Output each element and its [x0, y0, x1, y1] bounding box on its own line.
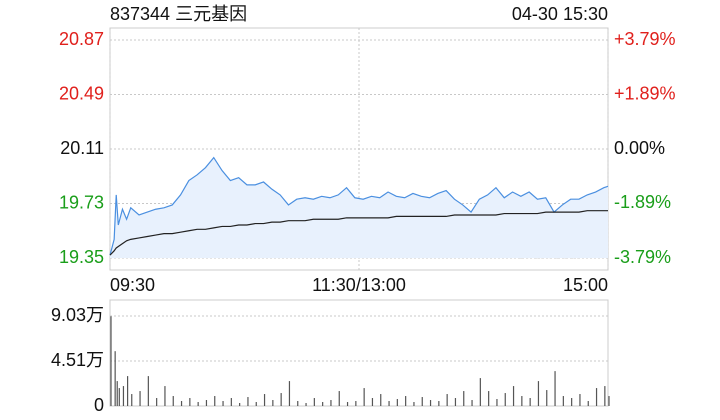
y-tick-label: 19.73: [59, 192, 104, 212]
y2-tick-label: +1.89%: [614, 83, 676, 103]
volume-bar: [280, 393, 282, 406]
x-tick-label: 11:30/13:00: [312, 275, 406, 295]
price-line: [109, 210, 608, 256]
volume-bar: [205, 400, 208, 406]
volume-bar: [496, 399, 498, 406]
volume-bar: [512, 386, 515, 406]
volume-bar: [537, 381, 540, 406]
volume-bar: [139, 391, 141, 406]
volume-bar: [116, 381, 118, 406]
volume-frame: [109, 299, 609, 407]
volume-bar: [122, 386, 125, 406]
volume-bar: [197, 402, 199, 406]
y2-tick-label: -3.79%: [614, 247, 671, 267]
volume-bar: [388, 401, 390, 406]
volume-bar: [546, 390, 548, 406]
volume-bar: [239, 403, 241, 406]
volume-bar: [330, 400, 332, 406]
volume-bar: [338, 391, 340, 406]
volume-bar: [529, 398, 531, 406]
y2-tick-label: -1.89%: [614, 192, 671, 212]
volume-bar: [587, 401, 589, 406]
volume-bar: [571, 398, 573, 406]
volume-bar: [488, 391, 490, 406]
y-tick-label: 20.11: [60, 138, 104, 158]
volume-bar: [421, 397, 423, 406]
volume-bar: [110, 316, 112, 406]
volume-bar: [554, 371, 556, 406]
volume-bar: [214, 396, 216, 406]
volume-bar: [363, 388, 365, 406]
volume-bar: [305, 403, 307, 406]
volume-bar: [222, 401, 224, 406]
volume-bar: [172, 396, 174, 406]
volume-bar: [156, 398, 158, 406]
volume-bar: [230, 398, 232, 406]
volume-bar: [346, 402, 349, 406]
volume-bar: [446, 394, 448, 406]
volume-bar: [371, 398, 374, 406]
volume-bar: [288, 381, 291, 406]
volume-bar: [127, 376, 129, 406]
volume-bar: [255, 402, 257, 406]
price-line: [109, 156, 609, 256]
volume-bar: [463, 391, 465, 406]
x-tick-label: 09:30: [110, 275, 155, 295]
chart-time: 04-30 15:30: [512, 4, 608, 24]
volume-bar: [504, 393, 506, 406]
volume-bar: [164, 386, 166, 406]
volume-bar: [322, 402, 324, 406]
volume-bar: [272, 400, 274, 406]
y-tick-label: 9.03万: [51, 305, 104, 325]
y-tick-label: 20.87: [59, 29, 104, 49]
volume-bar: [297, 401, 299, 406]
volume-bar: [429, 400, 432, 406]
volume-bar: [147, 376, 149, 406]
volume-bar: [413, 402, 415, 406]
y-tick-label: 4.51万: [51, 350, 104, 370]
volume-bar: [471, 400, 473, 406]
volume-bar: [479, 378, 481, 406]
y2-tick-label: 0.00%: [614, 138, 665, 158]
price-area: [110, 157, 608, 258]
chart-title: 837344 三元基因: [110, 4, 247, 24]
volume-bar: [180, 401, 183, 406]
volume-bar: [595, 388, 598, 406]
volume-bar: [454, 398, 457, 406]
volume-bar: [562, 396, 564, 406]
volume-bar: [355, 401, 357, 406]
volume-bar: [608, 396, 610, 406]
volume-bar: [189, 398, 191, 406]
volume-bar: [313, 398, 315, 406]
x-tick-label: 15:00: [563, 275, 608, 295]
volume-bar: [438, 401, 440, 406]
volume-bar: [380, 394, 382, 406]
volume-bar: [118, 388, 120, 406]
volume-bar: [405, 396, 407, 406]
volume-bar: [131, 394, 133, 406]
volume-bar: [396, 399, 398, 406]
y-tick-label: 19.35: [59, 247, 104, 267]
volume-bar: [521, 396, 523, 406]
volume-bar: [579, 394, 581, 406]
y2-tick-label: +3.79%: [614, 29, 676, 49]
volume-bar: [247, 397, 249, 406]
y-tick-label: 0: [94, 395, 104, 415]
y-tick-label: 20.49: [59, 83, 104, 103]
volume-bar: [604, 386, 606, 406]
volume-bar: [263, 394, 266, 406]
volume-bar: [114, 351, 116, 406]
